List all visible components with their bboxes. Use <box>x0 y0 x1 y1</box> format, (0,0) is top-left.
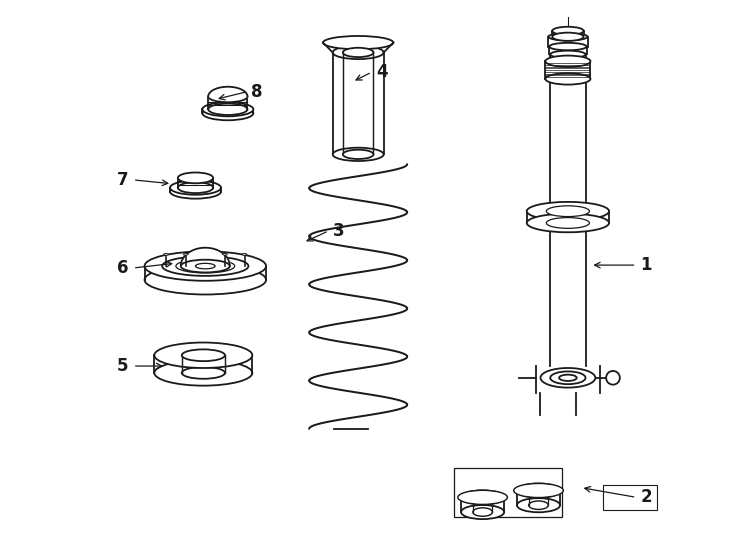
Ellipse shape <box>549 43 586 50</box>
Ellipse shape <box>550 372 586 384</box>
Text: 6: 6 <box>117 259 128 277</box>
Ellipse shape <box>473 508 493 516</box>
Ellipse shape <box>343 48 374 57</box>
Ellipse shape <box>170 180 221 195</box>
Ellipse shape <box>552 27 584 35</box>
Text: 1: 1 <box>641 256 652 274</box>
Ellipse shape <box>208 91 247 102</box>
Ellipse shape <box>145 265 266 294</box>
Text: 5: 5 <box>117 357 128 375</box>
Ellipse shape <box>170 185 221 199</box>
Ellipse shape <box>242 254 247 255</box>
Text: 4: 4 <box>376 63 388 81</box>
Ellipse shape <box>528 486 548 495</box>
Ellipse shape <box>552 32 584 41</box>
Ellipse shape <box>323 36 393 49</box>
Ellipse shape <box>184 254 188 255</box>
Ellipse shape <box>145 252 266 281</box>
Ellipse shape <box>559 375 577 381</box>
Ellipse shape <box>545 56 590 67</box>
Ellipse shape <box>208 104 247 115</box>
Bar <box>603 484 657 510</box>
Ellipse shape <box>195 264 215 269</box>
Ellipse shape <box>154 360 252 386</box>
Ellipse shape <box>343 150 374 159</box>
Ellipse shape <box>517 483 560 497</box>
Ellipse shape <box>461 505 504 519</box>
Ellipse shape <box>333 46 384 59</box>
Ellipse shape <box>550 51 586 58</box>
Ellipse shape <box>545 73 590 85</box>
Ellipse shape <box>181 260 230 273</box>
Ellipse shape <box>182 349 225 361</box>
Ellipse shape <box>551 58 584 65</box>
Ellipse shape <box>528 501 548 509</box>
Ellipse shape <box>550 75 586 83</box>
Ellipse shape <box>473 493 493 502</box>
Ellipse shape <box>203 106 253 120</box>
Ellipse shape <box>164 254 169 255</box>
Ellipse shape <box>333 148 384 161</box>
Text: 8: 8 <box>252 83 263 100</box>
Ellipse shape <box>222 254 228 255</box>
Text: 2: 2 <box>641 488 652 507</box>
Ellipse shape <box>550 219 586 227</box>
Ellipse shape <box>162 256 248 276</box>
Ellipse shape <box>182 367 225 379</box>
Text: 3: 3 <box>333 222 344 240</box>
Ellipse shape <box>178 183 213 193</box>
Polygon shape <box>208 87 247 97</box>
Ellipse shape <box>514 483 563 497</box>
Bar <box>454 468 562 517</box>
Ellipse shape <box>461 490 504 504</box>
Ellipse shape <box>546 206 589 217</box>
Ellipse shape <box>176 259 235 273</box>
Ellipse shape <box>546 218 589 228</box>
Ellipse shape <box>527 214 609 232</box>
Ellipse shape <box>548 33 587 40</box>
Text: 7: 7 <box>117 171 128 189</box>
Ellipse shape <box>154 342 252 368</box>
Ellipse shape <box>540 368 595 388</box>
Ellipse shape <box>606 371 619 384</box>
Ellipse shape <box>458 490 507 504</box>
Ellipse shape <box>517 498 560 512</box>
Ellipse shape <box>527 202 609 220</box>
Ellipse shape <box>178 172 213 183</box>
Ellipse shape <box>203 102 253 116</box>
